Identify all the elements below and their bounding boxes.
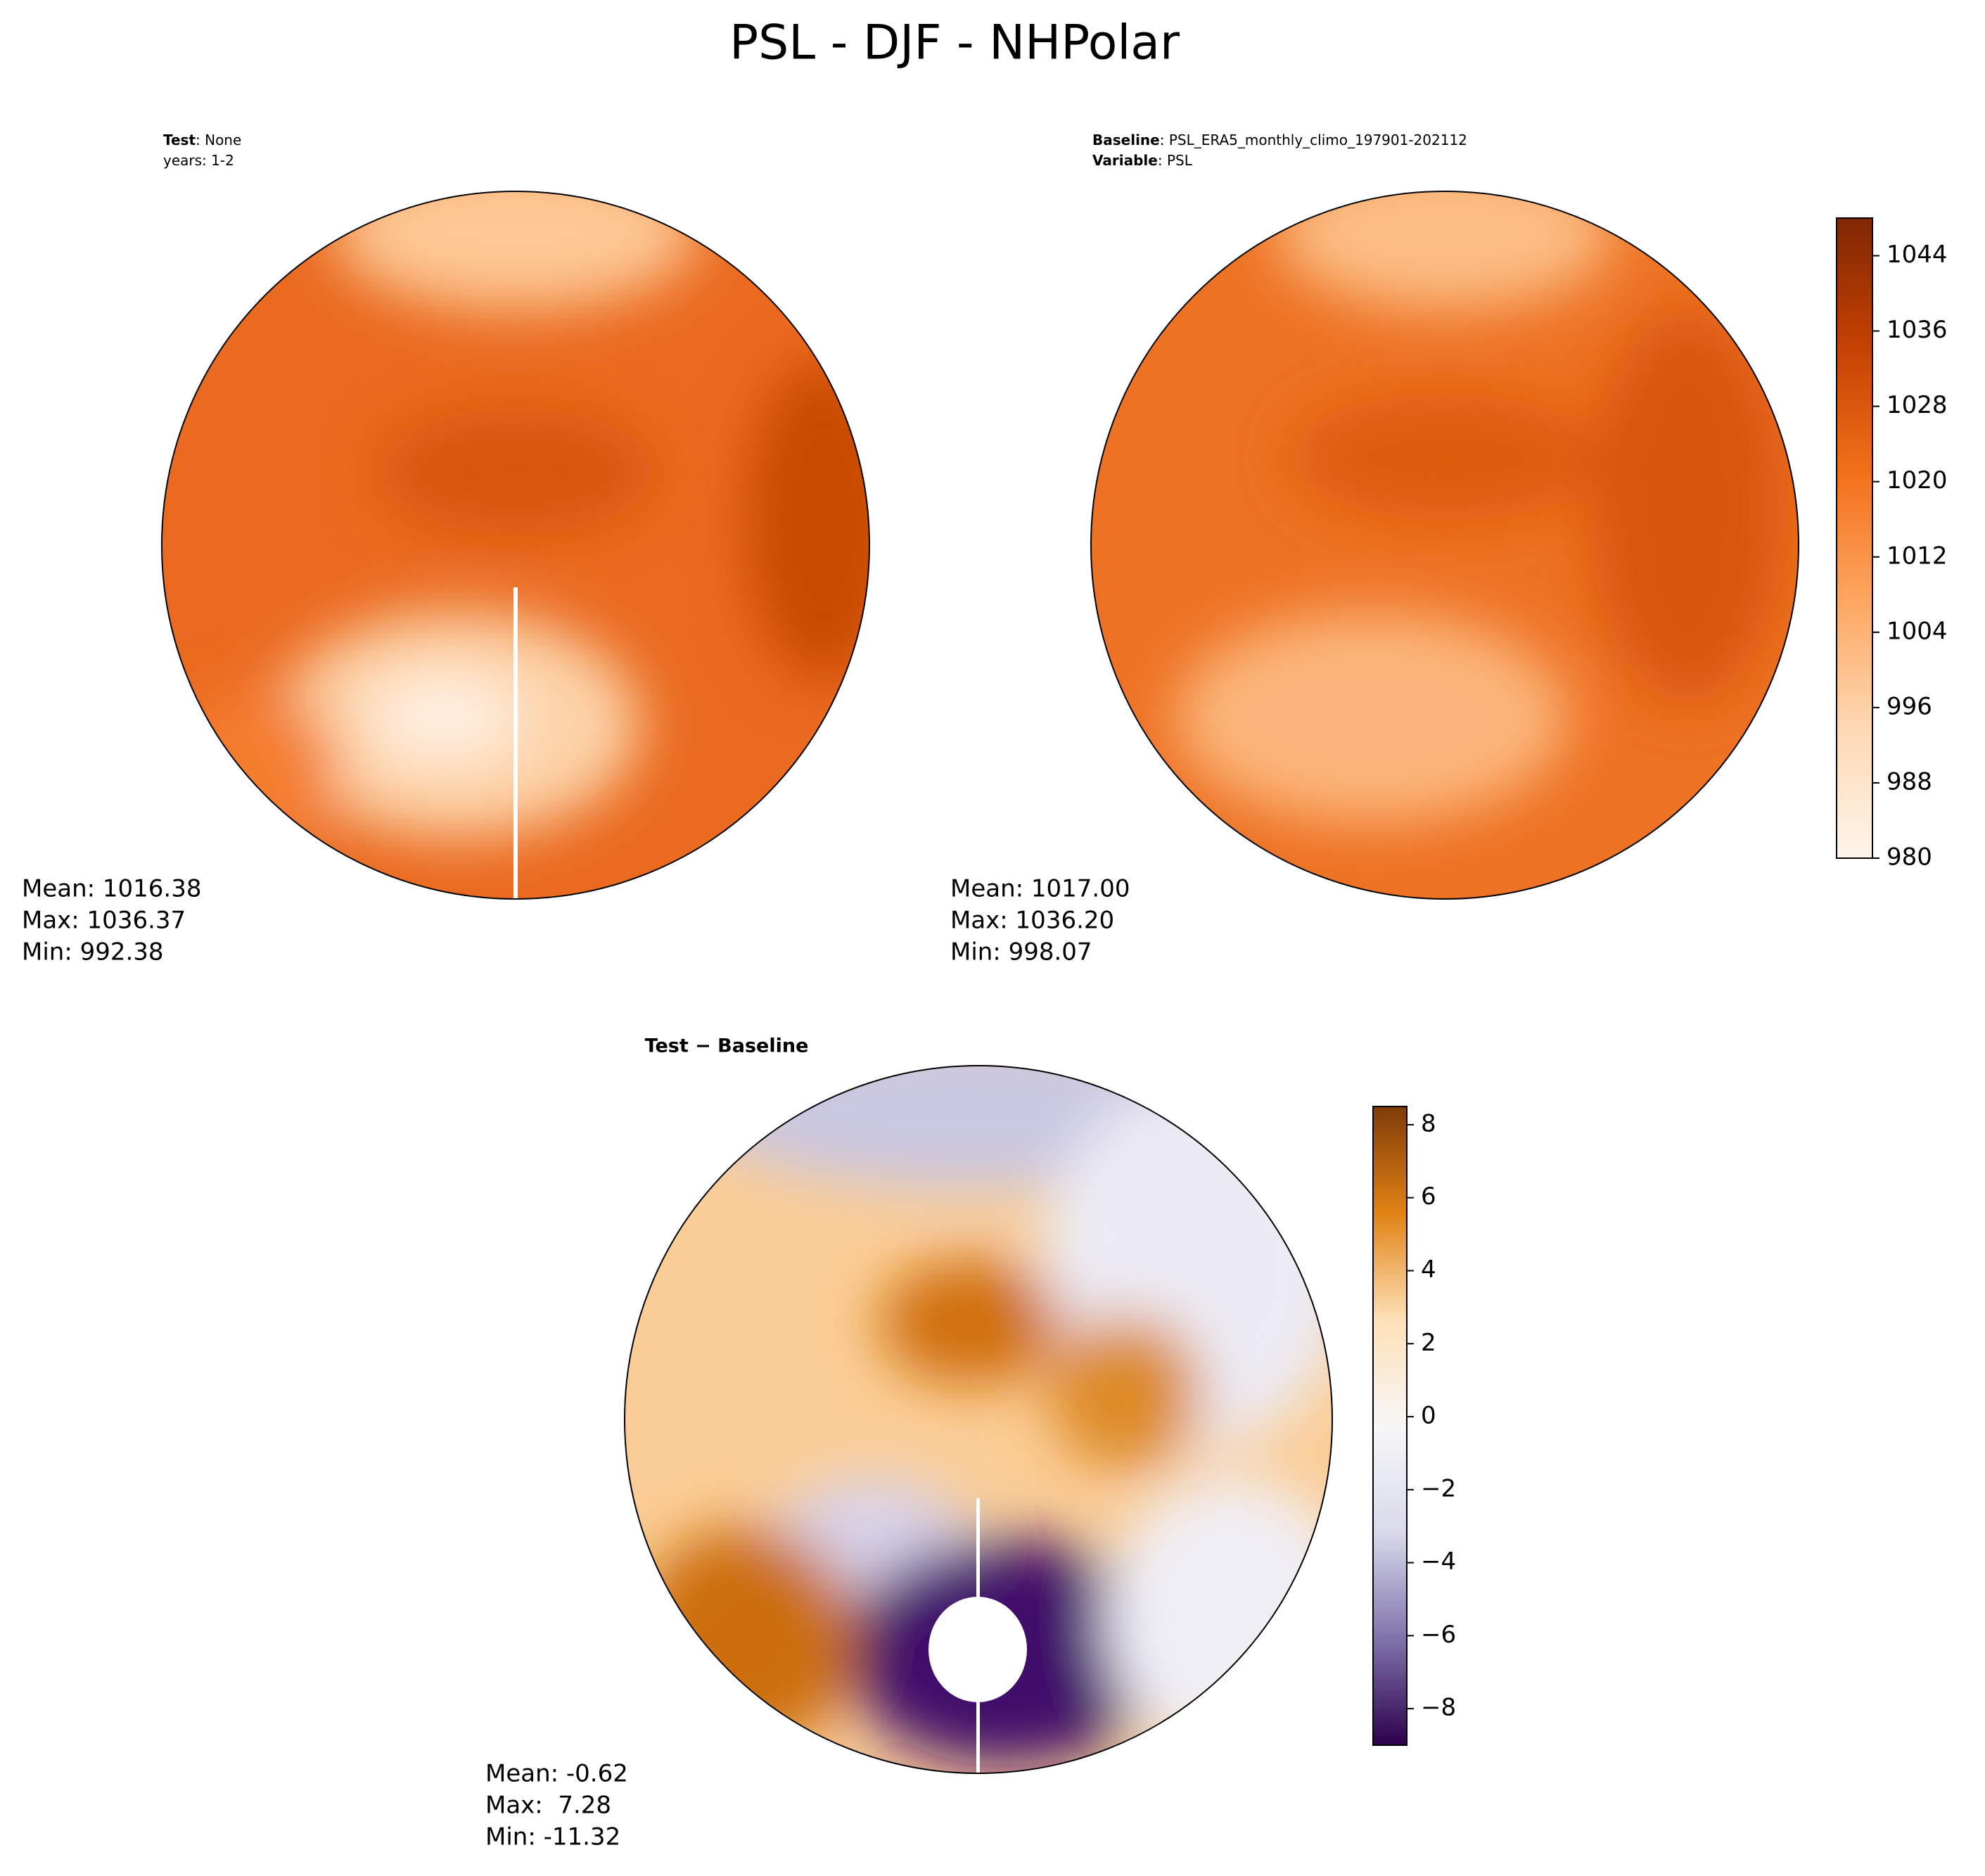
panel-header: Variable: PSL [1092, 152, 1193, 169]
colorbar-tick-label: 980 [1887, 843, 1932, 872]
figure-title: PSL - DJF - NHPolar [729, 15, 1180, 71]
colorbar-tick-label: 1020 [1887, 466, 1948, 494]
colorbar-tick-label: −6 [1421, 1621, 1456, 1649]
header-value: : None [196, 132, 241, 148]
panel-header: Test: None [163, 132, 241, 148]
colorbar-tick-label: 1028 [1887, 391, 1948, 419]
header-value: : PSL [1158, 152, 1193, 169]
colorbar-tick-label: 2 [1421, 1329, 1436, 1357]
colorbar-tick-label: 1004 [1887, 617, 1948, 645]
map-test [162, 191, 869, 899]
colorbar-tick-label: 4 [1421, 1256, 1436, 1284]
map-baseline [1091, 191, 1799, 899]
stat-line: Mean: 1016.38 [22, 875, 202, 903]
colorbar-tick-label: −2 [1421, 1474, 1456, 1502]
colorbar-tick-label: 1044 [1887, 241, 1948, 269]
colorbar [1372, 1106, 1408, 1746]
map-difference [625, 1066, 1332, 1773]
header-value: : PSL_ERA5_monthly_climo_197901-202112 [1160, 132, 1467, 148]
colorbar-tick-label: 6 [1421, 1182, 1436, 1211]
stat-line: Max: 1036.37 [22, 907, 186, 935]
colorbar [1836, 217, 1873, 859]
colorbar-tick-label: 996 [1887, 692, 1932, 720]
colorbar-tick-label: 1036 [1887, 316, 1948, 344]
panel-subtitle: Test − Baseline [645, 1035, 809, 1057]
stat-line: Mean: -0.62 [485, 1760, 628, 1788]
stat-line: Max: 1036.20 [950, 907, 1114, 935]
stat-line: Min: 992.38 [22, 938, 164, 966]
colorbar-tick-label: −4 [1421, 1548, 1456, 1576]
colorbar-tick-label: 8 [1421, 1109, 1436, 1137]
header-key: Test [163, 132, 196, 148]
stat-line: Min: 998.07 [950, 938, 1092, 966]
colorbar-tick-label: 988 [1887, 767, 1932, 796]
header-value: years: 1-2 [163, 152, 234, 169]
colorbar-tick-label: 0 [1421, 1402, 1436, 1430]
header-key: Baseline [1092, 132, 1160, 148]
panel-header: Baseline: PSL_ERA5_monthly_climo_197901-… [1092, 132, 1467, 148]
stat-line: Mean: 1017.00 [950, 875, 1130, 903]
stat-line: Min: -11.32 [485, 1823, 620, 1851]
colorbar-tick-label: −8 [1421, 1694, 1456, 1722]
panel-header: years: 1-2 [163, 152, 234, 169]
stat-line: Max: 7.28 [485, 1792, 611, 1820]
colorbar-tick-label: 1012 [1887, 542, 1948, 570]
header-key: Variable [1092, 152, 1158, 169]
